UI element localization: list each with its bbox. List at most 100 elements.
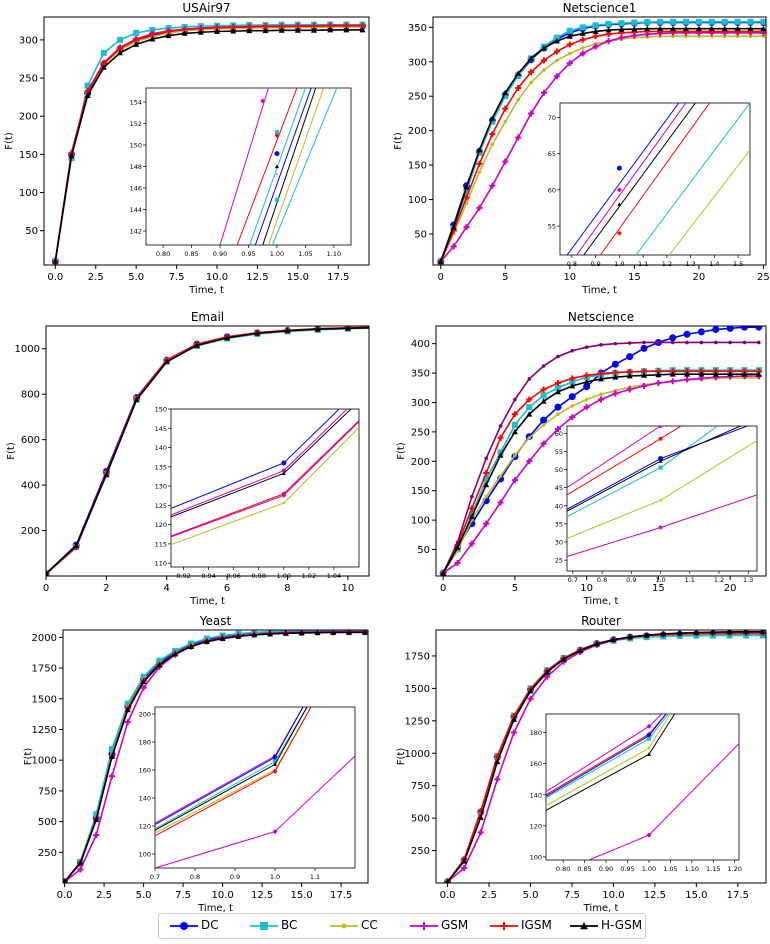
data-point-h-gsm [569,383,576,389]
data-point-bc [540,392,547,399]
inset-point-bc [273,759,277,764]
inset-frame [170,408,360,568]
inset-y-tick-label: 115 [155,540,167,548]
data-point-cc [490,142,495,147]
data-point-gsm [476,204,483,211]
legend-entry-igsm: IGSM [485,914,559,938]
data-point-dc2 [484,456,489,461]
inset-y-tick-label: 200 [139,711,151,719]
data-point-gsm [77,866,84,873]
data-point-h-gsm [476,146,483,153]
x-tick-label: 15 [628,272,641,283]
y-tick-label: 250 [411,846,430,857]
inset-line-gsm [567,426,662,489]
y-tick-label: 500 [411,814,430,825]
inset-x-tick-label: 0.7 [150,873,160,881]
data-point-dc2 [627,341,632,345]
data-point-igsm [502,105,509,112]
series-line-h-gsm [46,326,369,575]
data-point-bc [476,149,483,156]
inset-y-tick-label: 144 [130,206,142,214]
data-point-h-gsm [626,373,633,379]
x-tick-label: 5.0 [128,272,144,283]
inset-y-tick-label: 154 [130,98,142,106]
data-point-cc [542,68,546,72]
inset-x-tick-label: 1.10 [685,865,699,873]
data-point-bc [760,18,766,25]
legend-marker [580,922,588,930]
data-point-dc [583,383,591,391]
data-point-gsm [489,182,496,189]
x-tick-label: 20 [724,583,737,594]
data-point-bc [124,700,131,707]
data-point-cc [513,453,517,458]
data-point-h-gsm [684,371,691,377]
inset-x-tick-label: 1.0 [614,260,624,268]
legend-swatch-cc [330,923,358,929]
data-point-gsm [605,38,612,45]
data-point-h-gsm [741,371,748,377]
inset-x-tick-label: 1.05 [663,865,677,873]
inset-y-tick-label: 70 [548,114,556,122]
inset-x-tick-label: 1.15 [706,865,720,873]
data-point-cc [584,397,589,402]
x-tick-label: 10 [580,583,593,594]
legend-swatch-igsm [490,922,518,930]
data-point-dc2 [685,340,689,345]
data-point-h-gsm [100,64,107,70]
panel-usair97: 0.0 2.5 5.0 7.5 10.0 12.5 15.0 17.5 50 100 150 200 2… [4,1,370,296]
data-point-h-gsm [483,481,490,488]
data-point-h-gsm [708,25,715,32]
inset-x-tick-label: 1.3 [743,576,753,584]
inset-line-gsm [219,88,269,245]
data-point-bc [133,30,140,37]
series-group-yeast [63,630,368,883]
inset-x-tick-label: 1.00 [277,572,291,580]
axes-frame-yeast [62,629,369,884]
inset-point-bc [274,197,279,202]
y-tick-label: 750 [411,781,430,792]
data-point-gsm [669,378,676,385]
data-point-igsm [463,194,470,201]
data-point-h-gsm [437,258,444,264]
data-point-dc [540,416,548,424]
inset-x-tick-label: 1.2 [662,260,672,268]
data-point-cc [484,494,489,499]
y-axis-label: F(t) [4,132,15,150]
data-point-igsm [592,33,599,40]
data-point-dc [755,326,763,331]
data-point-igsm [489,131,496,138]
inset-y-tick-label: 150 [130,141,142,149]
data-point-cc [541,423,546,427]
y-tick-label: 1500 [32,694,57,705]
x-tick-label: 17.5 [330,890,352,901]
inset-point-bc [658,465,663,470]
data-point-gsm [544,673,551,680]
data-point-gsm [502,158,509,165]
data-point-h-gsm [156,662,163,668]
axes-frame-router [435,629,767,884]
x-tick-label: 12.5 [251,890,273,901]
y-tick-label: 2000 [32,633,57,644]
data-point-dc2 [556,354,560,359]
data-point-dc [626,353,634,361]
inset-x-tick-label: 1.1 [310,873,320,881]
chart-title: Netscience [568,310,634,324]
y-tick-label: 200 [21,526,40,537]
data-point-bc [511,421,518,428]
data-point-h-gsm [612,374,619,380]
data-point-gsm [483,520,490,527]
legend-marker [500,922,508,930]
data-point-igsm [468,505,475,512]
inset-x-tick-label: 1.0 [270,873,280,881]
data-point-dc2 [728,340,732,345]
inset-point-cc [659,499,662,502]
x-tick-label: 12.5 [246,272,268,283]
y-axis-label: F(t) [396,748,407,766]
data-point-h-gsm [219,635,226,641]
y-tick-label: 150 [408,161,427,172]
data-point-h-gsm [46,570,49,576]
inset-point-cc [282,501,285,505]
data-point-h-gsm [133,396,140,403]
data-point-dc [683,330,691,338]
